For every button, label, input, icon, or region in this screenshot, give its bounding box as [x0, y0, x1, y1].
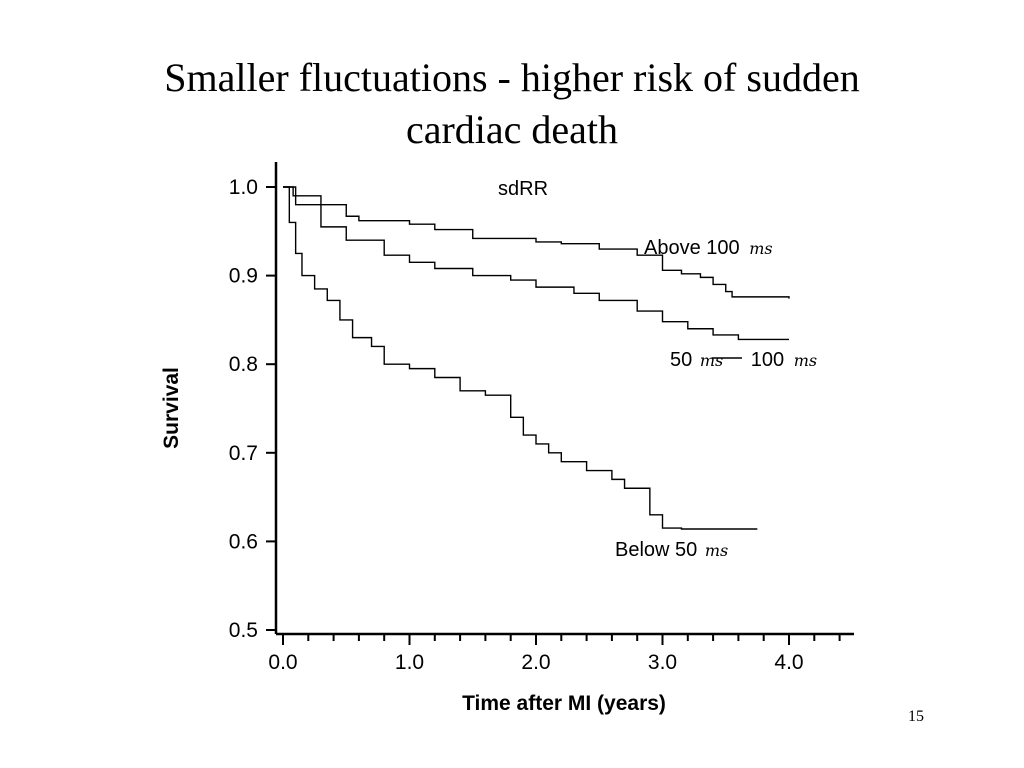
y-tick-label: 0.7: [229, 442, 258, 465]
x-tick-label: 2.0: [521, 651, 550, 674]
label-50-100-text2: 100: [751, 349, 784, 371]
label-above-100-unit: ms: [749, 239, 772, 258]
label-below-50: Below 50 ms: [615, 539, 728, 561]
series-50-100-line: [283, 186, 789, 341]
x-tick-label: 4.0: [774, 651, 803, 674]
series-group: [283, 186, 790, 530]
label-50-100-unit2: ms: [794, 351, 817, 370]
x-tick-label: 1.0: [395, 651, 424, 674]
x-tick-label: 3.0: [648, 651, 677, 674]
x-tick-label: 0.0: [268, 651, 297, 674]
series-below-50-line: [283, 186, 758, 530]
label-above-100-text: Above 100: [644, 237, 740, 259]
y-ticks-group: 0.5 0.6 0.7 0.8 0.9 1.0: [229, 176, 276, 642]
label-above-100: Above 100 ms: [644, 237, 773, 259]
slide-title: Smaller fluctuations - higher risk of su…: [0, 52, 1024, 156]
label-50-100-text: 50: [670, 349, 692, 371]
slide-title-line-1: Smaller fluctuations - higher risk of su…: [164, 55, 860, 100]
x-ticks-group: 0.0 1.0 2.0 3.0 4.0: [268, 634, 841, 674]
label-50-100-unit: ms: [700, 351, 723, 370]
label-below-50-unit: ms: [705, 541, 728, 560]
label-50-100: 50 ms 100 ms: [670, 349, 817, 371]
y-axis-title: Survival: [160, 367, 183, 449]
y-tick-label: 0.6: [229, 530, 258, 553]
page-number: 15: [908, 708, 924, 725]
series-above-100-line: [283, 186, 790, 299]
chart-title: sdRR: [498, 178, 548, 200]
y-tick-label: 0.8: [229, 353, 258, 376]
label-below-50-text: Below 50: [615, 539, 697, 561]
y-tick-label: 0.5: [229, 619, 258, 642]
y-tick-label: 1.0: [229, 176, 258, 199]
y-tick-label: 0.9: [229, 265, 258, 288]
slide-title-line-2: cardiac death: [405, 107, 619, 152]
x-axis-title: Time after MI (years): [462, 692, 666, 715]
